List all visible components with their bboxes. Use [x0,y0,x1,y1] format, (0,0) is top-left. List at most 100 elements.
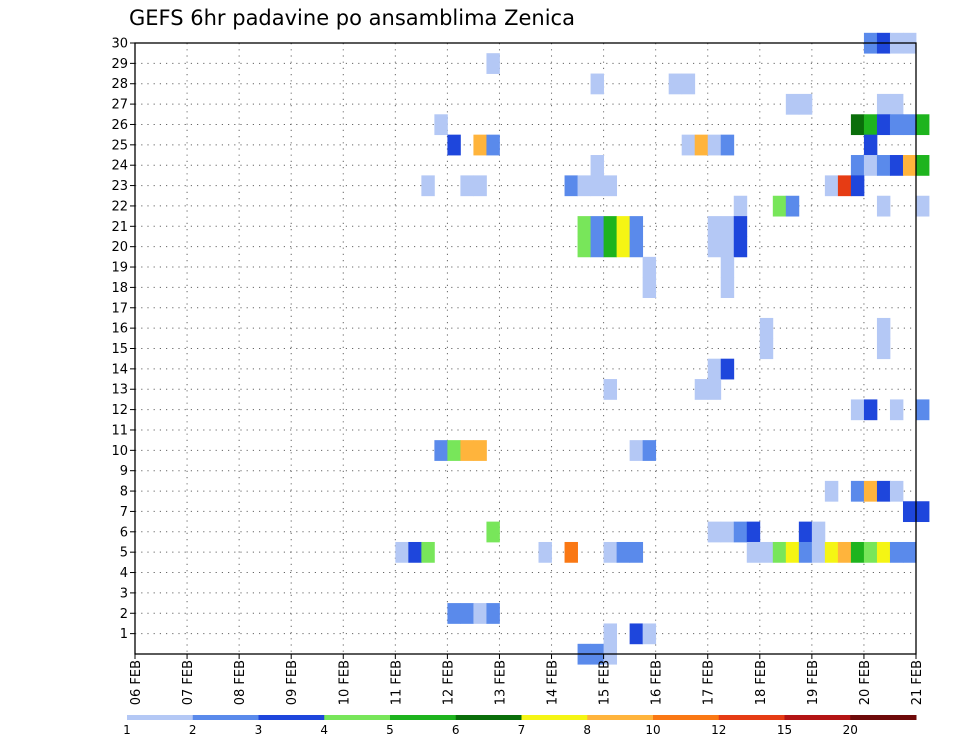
y-tick-label: 20 [111,240,128,255]
heatmap-cell [668,73,683,95]
x-tick-label: 15 FEB [598,660,613,705]
heatmap-cell [642,277,657,298]
heatmap-cell [590,175,604,197]
colorbar-label: 6 [452,723,460,737]
heatmap-cell [590,155,604,176]
colorbar-swatch [653,715,720,720]
heatmap-cell [603,623,618,645]
x-tick-label: 21 FEB [910,660,925,705]
heatmap-cell [590,73,604,95]
heatmap-cell [629,623,644,645]
x-tick-label: 07 FEB [181,660,196,705]
x-axis: 06 FEB 07 FEB 08 FEB 09 FEB 10 FEB 11 FEB 12 F… [129,654,925,705]
y-tick-label: 27 [111,98,128,113]
colorbar-label: 1 [123,723,131,737]
y-tick-label: 29 [111,57,128,72]
heatmap-cell [733,521,748,543]
heatmap-cell [850,399,865,421]
heatmap-cell [603,216,618,237]
chart-title: GEFS 6hr padavine po ansamblima Zenica [129,6,575,30]
y-tick-label: 12 [111,403,128,418]
x-tick-label: 12 FEB [441,660,456,705]
heatmap-cell [473,134,487,156]
y-tick-label: 24 [111,159,128,174]
x-tick-label: 06 FEB [129,660,144,705]
heatmap-cell [408,541,422,563]
heatmap-cell [824,541,839,563]
heatmap-cell [629,541,644,563]
y-tick-label: 13 [111,383,128,398]
heatmap-cell [889,480,904,502]
heatmap-cell [798,93,813,115]
heatmap-cell [473,603,487,624]
heatmap-cell [564,541,578,563]
heatmap-cell [733,216,748,237]
x-tick-label: 18 FEB [754,660,769,705]
x-tick-label: 10 FEB [337,660,352,705]
heatmap-cell [434,114,448,136]
heatmap-cell [863,134,878,156]
heatmap-cell [642,440,657,461]
heatmap-cell [811,541,826,563]
heatmap-cell [720,277,735,298]
y-tick-label: 9 [120,464,128,479]
heatmap-cell [876,195,891,217]
colorbar-swatch [127,715,194,720]
heatmap-cell [850,480,865,502]
heatmap-cell [850,541,865,563]
heatmap-cell [916,399,930,421]
heatmap-cell [811,521,826,543]
heatmap-cell [720,134,735,156]
heatmap-cell [889,93,904,115]
heatmap-cell [916,501,930,523]
heatmap-cell [759,338,774,360]
heatmap-cell [603,175,618,197]
heatmap-cell [642,256,657,278]
colorbar-swatch [455,715,522,720]
heatmap-cell [902,501,917,523]
heatmap-cell [850,155,865,176]
heatmap-cell [916,114,930,136]
heatmap-cell [434,440,448,461]
y-tick-label: 19 [111,261,128,276]
heatmap-cell [707,379,722,400]
heatmap-cell [863,399,878,421]
y-tick-label: 16 [111,322,128,337]
heatmap-cell [720,216,735,237]
heatmap-cell [889,114,904,136]
y-tick-label: 1 [120,627,128,642]
y-tick-label: 11 [111,423,128,438]
colorbar-label: 5 [386,723,394,737]
colorbar-swatch [192,715,259,720]
y-tick-label: 30 [111,37,128,52]
colorbar-label: 10 [645,723,660,737]
heatmap-cell [681,73,696,95]
heatmap-cell [421,541,435,563]
heatmap-cell [447,603,461,624]
y-tick-label: 14 [111,362,128,377]
y-tick-label: 5 [120,546,128,561]
y-tick-label: 23 [111,179,128,194]
heatmap-cell [863,480,878,502]
heatmap-cell [720,358,735,380]
heatmap-cell [837,175,852,197]
heatmap-cell [447,134,461,156]
heatmap-cell [902,541,917,563]
heatmap-cell [616,236,631,258]
colorbar-swatch [324,715,391,720]
heatmap-cell [642,623,657,645]
x-tick-label: 13 FEB [493,660,508,705]
heatmap-cell [902,114,917,136]
heatmap-cell [876,541,891,563]
heatmap-cell [772,195,787,217]
heatmap-cell [837,541,852,563]
heatmap-cell [577,236,591,258]
heatmap-cell [603,236,618,258]
colorbar-label: 8 [583,723,591,737]
heatmap-cell [798,521,813,543]
heatmap-cell [850,175,865,197]
colorbar-label: 15 [777,723,792,737]
y-tick-label: 6 [120,525,128,540]
heatmap-cell [746,541,761,563]
colorbar-swatch [521,715,588,720]
